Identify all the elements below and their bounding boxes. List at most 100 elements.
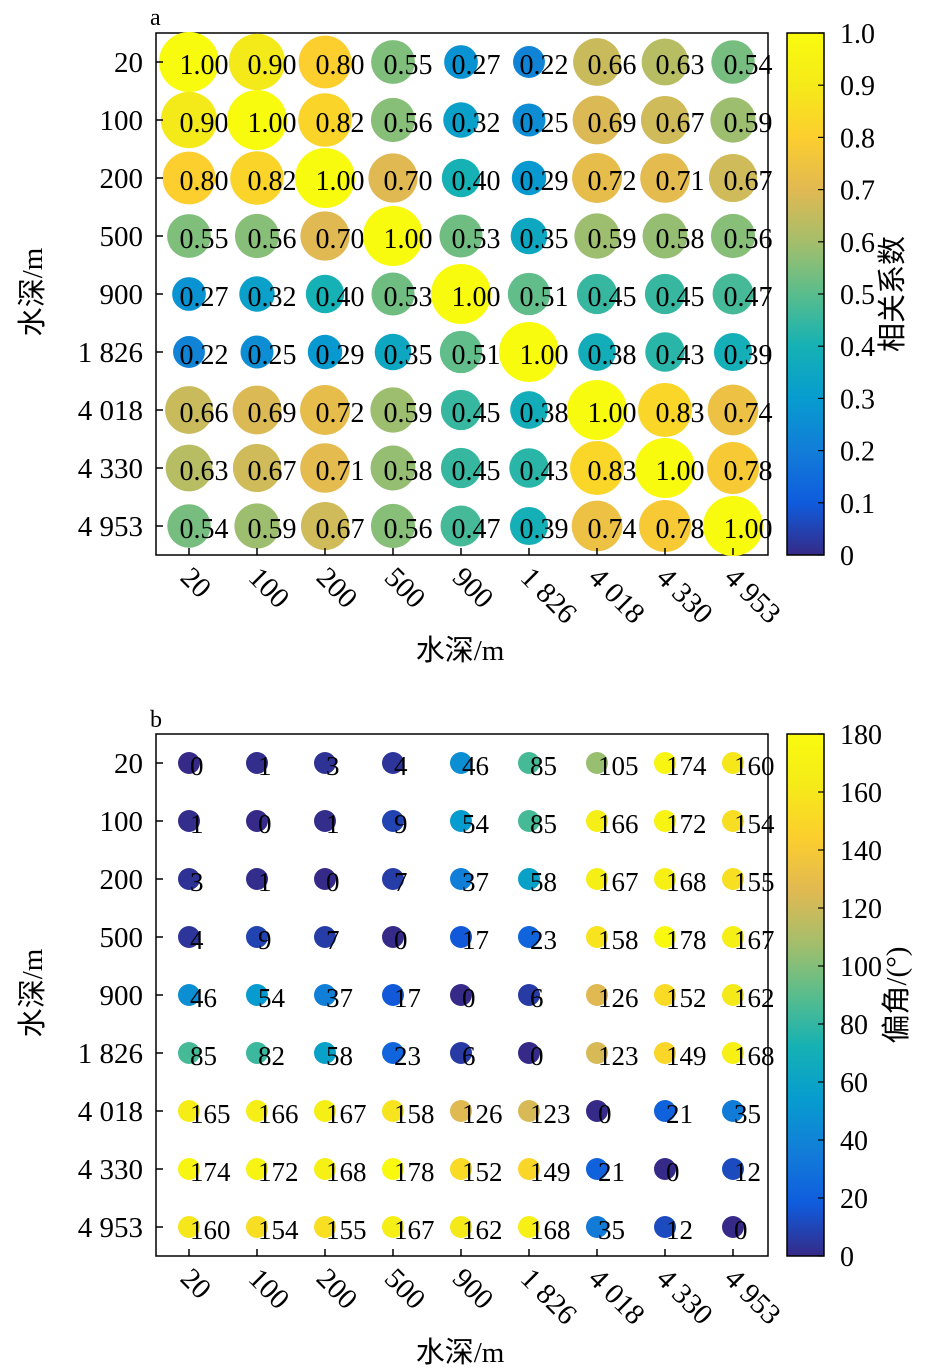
data-label: 1.00 — [588, 398, 637, 429]
data-label: 168 — [666, 867, 707, 897]
marker — [586, 1158, 608, 1180]
marker — [382, 984, 404, 1006]
data-label: 149 — [530, 1157, 571, 1187]
marker — [440, 447, 482, 489]
marker — [450, 752, 472, 774]
colorbar — [786, 32, 825, 556]
marker — [382, 810, 404, 832]
data-label: 0.38 — [520, 398, 569, 429]
x-tick-label: 100 — [242, 561, 295, 614]
x-tick-label: 4 953 — [718, 1262, 787, 1331]
data-label: 126 — [462, 1099, 503, 1129]
marker — [371, 272, 415, 316]
marker — [246, 984, 268, 1006]
marker — [722, 868, 744, 890]
marker — [227, 90, 287, 150]
colorbar-tick-label: 0 — [840, 1242, 854, 1273]
data-label: 6 — [462, 1041, 476, 1071]
marker — [518, 984, 540, 1006]
data-label: 0.45 — [588, 282, 637, 313]
data-label: 0.38 — [588, 340, 637, 371]
data-label: 0.59 — [588, 224, 637, 255]
marker — [160, 91, 218, 149]
marker — [368, 153, 418, 203]
marker — [513, 46, 545, 78]
marker — [450, 926, 472, 948]
marker — [178, 1042, 200, 1064]
data-label: 165 — [190, 1099, 231, 1129]
marker — [450, 1100, 472, 1122]
data-label: 0 — [258, 809, 272, 839]
data-label: 174 — [190, 1157, 231, 1187]
marker — [444, 45, 478, 79]
colorbar-title: 相关系数 — [876, 236, 909, 352]
data-label: 0.29 — [520, 166, 569, 197]
marker — [178, 810, 200, 832]
data-label: 0.72 — [588, 166, 637, 197]
data-label: 85 — [190, 1041, 217, 1071]
marker — [586, 752, 608, 774]
data-label: 0.67 — [656, 108, 705, 139]
data-label: 1 — [258, 751, 272, 781]
marker — [370, 97, 416, 143]
data-label: 58 — [530, 867, 557, 897]
marker — [722, 1100, 744, 1122]
data-label: 46 — [462, 751, 489, 781]
marker — [722, 752, 744, 774]
marker — [507, 272, 551, 316]
data-label: 0.40 — [452, 166, 501, 197]
marker — [370, 387, 416, 433]
data-label: 167 — [326, 1099, 367, 1129]
data-label: 168 — [530, 1215, 571, 1245]
data-label: 0.56 — [384, 108, 433, 139]
data-label: 0.56 — [384, 514, 433, 545]
marker — [703, 496, 763, 556]
marker — [314, 868, 336, 890]
data-label: 158 — [394, 1099, 435, 1129]
data-label: 154 — [734, 809, 775, 839]
data-label: 1 — [326, 809, 340, 839]
data-label: 0.67 — [724, 166, 773, 197]
data-label: 152 — [462, 1157, 503, 1187]
x-tick-label: 4 330 — [650, 1262, 719, 1331]
data-label: 0.43 — [656, 340, 705, 371]
marker — [571, 500, 623, 552]
colorbar-tick-label: 0.3 — [840, 384, 875, 415]
data-label: 0.47 — [452, 514, 501, 545]
data-label: 160 — [190, 1215, 231, 1245]
marker — [654, 1158, 676, 1180]
marker — [518, 1216, 540, 1238]
marker — [178, 752, 200, 774]
marker — [586, 868, 608, 890]
data-label: 0.69 — [588, 108, 637, 139]
data-label: 0.82 — [316, 108, 365, 139]
y-axis-title: 水深/m — [16, 247, 49, 336]
marker — [499, 322, 559, 382]
marker — [374, 333, 412, 371]
data-label: 172 — [258, 1157, 299, 1187]
data-label: 1.00 — [384, 224, 433, 255]
marker — [512, 103, 546, 137]
marker — [382, 1216, 404, 1238]
marker — [706, 441, 760, 495]
x-tick-label: 4 018 — [582, 1262, 651, 1331]
marker — [314, 1158, 336, 1180]
data-label: 168 — [326, 1157, 367, 1187]
marker — [450, 1216, 472, 1238]
data-label: 0.58 — [656, 224, 705, 255]
marker — [572, 95, 622, 145]
data-label: 0.63 — [656, 50, 705, 81]
data-label: 0.56 — [248, 224, 297, 255]
marker — [722, 810, 744, 832]
data-label: 0.71 — [656, 166, 705, 197]
data-label: 17 — [394, 983, 421, 1013]
marker — [382, 1158, 404, 1180]
data-label: 0.32 — [452, 108, 501, 139]
marker — [431, 264, 491, 324]
data-label: 0.25 — [248, 340, 297, 371]
data-label: 1.00 — [724, 514, 773, 545]
marker — [178, 984, 200, 1006]
data-label: 1.00 — [316, 166, 365, 197]
